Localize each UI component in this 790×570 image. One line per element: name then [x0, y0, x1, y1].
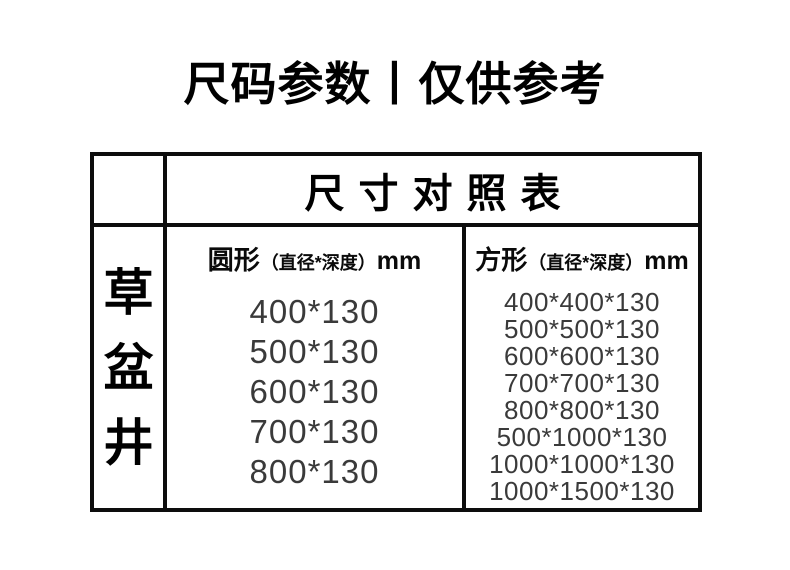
size-value: 1000*1500*130 [489, 476, 675, 506]
square-values: 400*400*130 500*500*130 600*600*130 700*… [489, 289, 675, 505]
square-shape-label: 方形 [475, 245, 528, 275]
size-value: 1000*1000*130 [489, 449, 675, 479]
circle-column: 圆形 （直径*深度） mm 400*130 500*130 600*130 70… [167, 227, 466, 508]
table-title-cell: 尺寸对照表 [167, 156, 698, 227]
row-label-char: 井 [103, 414, 154, 471]
size-value: 400*400*130 [504, 287, 660, 317]
size-value: 700*130 [249, 413, 380, 450]
size-table: 尺寸对照表 草 盆 井 圆形 （直径*深度） mm 400*130 500*13… [90, 152, 702, 512]
row-label-cell: 草 盆 井 [94, 227, 167, 508]
size-value: 400*130 [249, 293, 380, 330]
size-value: 600*600*130 [504, 341, 660, 371]
row-label-char: 草 [103, 264, 154, 321]
size-value: 500*130 [249, 333, 380, 370]
square-spec-label: （直径*深度） [528, 253, 644, 273]
size-value: 500*1000*130 [496, 422, 668, 452]
circle-shape-label: 圆形 [207, 245, 260, 275]
circle-unit-label: mm [376, 247, 422, 275]
square-unit-label: mm [644, 247, 689, 275]
row-label-char: 盆 [103, 339, 154, 396]
circle-spec-label: （直径*深度） [260, 253, 376, 273]
table-title: 尺寸对照表 [304, 171, 575, 216]
page-title: 尺码参数丨仅供参考 [183, 58, 607, 110]
size-value: 800*130 [249, 453, 380, 490]
circle-values: 400*130 500*130 600*130 700*130 800*130 [250, 292, 380, 492]
square-column-header: 方形 （直径*深度） mm [475, 240, 689, 277]
square-column: 方形 （直径*深度） mm 400*400*130 500*500*130 60… [466, 227, 698, 508]
size-value: 500*500*130 [504, 314, 660, 344]
size-value: 600*130 [249, 373, 380, 410]
size-value: 700*700*130 [504, 368, 660, 398]
circle-column-header: 圆形 （直径*深度） mm [208, 240, 422, 277]
table-corner-cell [94, 156, 167, 227]
size-value: 800*800*130 [504, 395, 660, 425]
